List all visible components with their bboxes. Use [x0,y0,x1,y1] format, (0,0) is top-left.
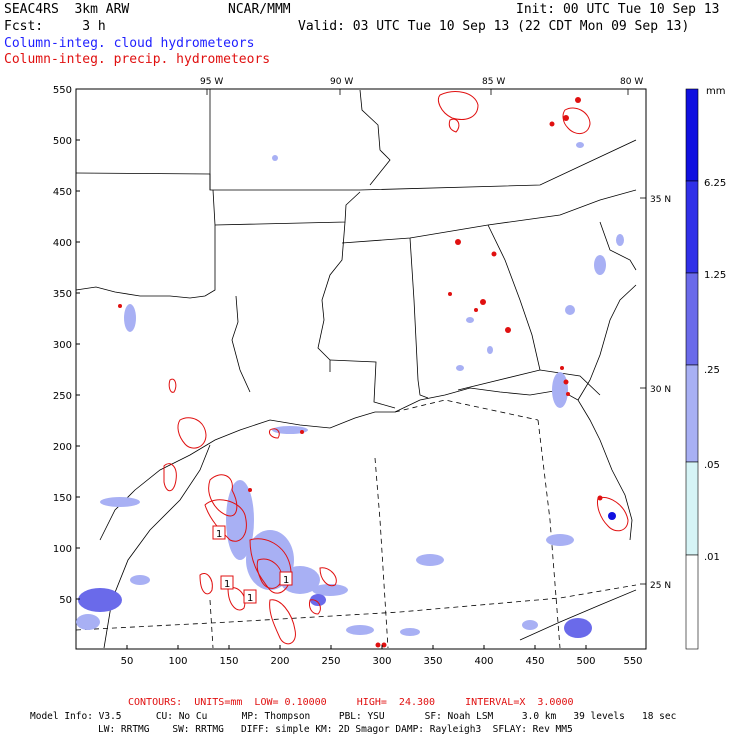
init-time: Init: 00 UTC Tue 10 Sep 13 [516,2,720,17]
y-axis-ticks: 550 500 450 400 350 300 250 200 150 100 … [53,85,72,606]
y-tick: 300 [53,340,72,351]
lat-label: 35 N [650,195,671,205]
contour-label-1c: 1 [247,593,253,604]
colorbar-label: .01 [704,552,720,563]
x-tick-marks [126,645,587,649]
precip-hydrometeor-contours [163,91,629,645]
colorbar-label: .25 [704,365,720,376]
model-title: SEAC4RS 3km ARW [4,2,130,17]
colorbar-segment [685,461,699,556]
y-tick: 250 [53,391,72,402]
contour-label-1a: 1 [216,529,222,540]
x-tick: 350 [423,656,442,667]
map-frame [75,88,647,650]
y-tick: 100 [53,544,72,555]
cloud-field-label: Column-integ. cloud hydrometeors [4,36,255,51]
colorbar-unit: mm [706,86,725,97]
x-axis-ticks: 50 100 150 200 250 300 350 400 450 500 5… [121,656,643,667]
color-bar [685,88,699,650]
colorbar-segment [685,554,699,650]
contour-label-1b: 1 [224,579,230,590]
x-tick: 300 [372,656,391,667]
y-tick: 50 [59,595,72,606]
contour-info: CONTOURS: UNITS=mm LOW= 0.10000 HIGH= 24… [128,697,574,708]
valid-time: Valid: 03 UTC Tue 10 Sep 13 (22 CDT Mon … [298,19,690,34]
x-tick: 400 [474,656,493,667]
forecast-hour: Fcst: 3 h [4,19,106,34]
colorbar-label: .05 [704,460,720,471]
colorbar-label: 6.25 [704,178,726,189]
colorbar-segment [685,88,699,182]
contour-value-labels: 1 1 1 1 [212,525,293,604]
y-tick: 350 [53,289,72,300]
precip-field-label: Column-integ. precip. hydrometeors [4,52,271,67]
longitude-labels: 95 W 90 W 85 W 80 W [200,77,643,87]
x-tick: 50 [121,656,134,667]
y-tick: 200 [53,442,72,453]
institution-label: NCAR/MMM [228,2,291,17]
graticule-ticks [206,89,646,585]
colorbar-labels: mm 6.25 1.25 .25 .05 .01 [704,86,726,563]
model-info-line1: Model Info: V3.5 CU: No Cu MP: Thompson … [30,711,677,722]
y-tick: 400 [53,238,72,249]
maritime-boundaries [75,399,637,649]
contour-label-1d: 1 [283,575,289,586]
x-tick: 500 [576,656,595,667]
y-tick: 150 [53,493,72,504]
lat-label: 30 N [650,385,671,395]
x-tick: 100 [168,656,187,667]
cloud-hydrometeor-field [76,142,624,638]
lon-label: 90 W [330,77,353,87]
lat-label: 25 N [650,581,671,591]
y-tick: 450 [53,187,72,198]
colorbar-segment [685,180,699,274]
colorbar-segment [685,272,699,366]
x-tick: 550 [623,656,642,667]
colorbar-segment [685,364,699,463]
x-tick: 200 [270,656,289,667]
y-tick: 500 [53,136,72,147]
y-tick-marks [76,88,80,600]
x-tick: 150 [219,656,238,667]
x-tick: 450 [525,656,544,667]
lon-label: 85 W [482,77,505,87]
model-info-line2: LW: RRTMG SW: RRTMG DIFF: simple KM: 2D … [98,724,573,735]
x-tick: 250 [321,656,340,667]
latitude-labels: 35 N 30 N 25 N [650,195,671,591]
precip-cells [118,97,616,648]
lon-label: 80 W [620,77,643,87]
lon-label: 95 W [200,77,223,87]
y-tick: 550 [53,85,72,96]
colorbar-label: 1.25 [704,270,726,281]
